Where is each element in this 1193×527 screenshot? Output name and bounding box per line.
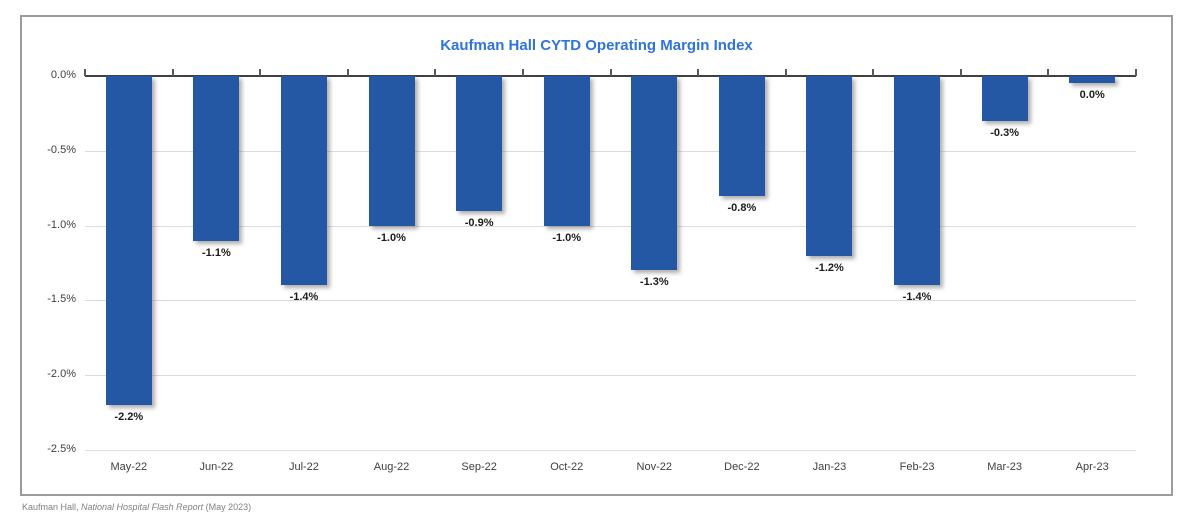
- data-label-nov-22: -1.3%: [639, 276, 669, 289]
- x-axis-label-nov-22: Nov-22: [636, 461, 673, 473]
- gridline: [85, 225, 1136, 227]
- x-axis-label-feb-23: Feb-23: [899, 461, 935, 473]
- chart-title: Kaufman Hall CYTD Operating Margin Index: [440, 37, 753, 54]
- x-axis-tick: [172, 69, 174, 76]
- y-axis-tick-label: 0.0%: [50, 69, 76, 81]
- y-axis-tick-label: -0.5%: [47, 143, 76, 156]
- x-axis-label-apr-23: Apr-23: [1075, 461, 1109, 473]
- x-axis-tick: [872, 69, 874, 76]
- data-label-jan-23: -1.2%: [815, 261, 844, 274]
- x-axis-label-jul-22: Jul-22: [288, 461, 319, 473]
- bar-nov-22: [631, 76, 678, 271]
- gridline: [85, 375, 1136, 377]
- x-axis-label-oct-22: Oct-22: [550, 461, 584, 473]
- x-axis-tick: [84, 69, 86, 76]
- x-axis-label-may-22: May-22: [110, 461, 148, 473]
- data-label-apr-23: 0.0%: [1079, 89, 1105, 101]
- bar-jul-22: [280, 76, 327, 286]
- bar-feb-23: [894, 76, 941, 286]
- data-label-mar-23: -0.3%: [990, 126, 1019, 139]
- bar-sep-22: [456, 76, 503, 211]
- data-label-sep-22: -0.9%: [464, 216, 494, 229]
- bar-mar-23: [981, 76, 1028, 121]
- x-axis-label-mar-23: Mar-23: [987, 461, 1023, 473]
- x-axis-tick: [610, 69, 612, 76]
- x-axis-tick: [1135, 69, 1137, 76]
- chart-frame: Kaufman Hall CYTD Operating Margin Index…: [20, 15, 1173, 496]
- y-axis-tick-label: -1.0%: [47, 218, 76, 231]
- zero-axis-line: [85, 75, 1136, 77]
- x-axis-label-jan-23: Jan-23: [812, 461, 847, 473]
- y-axis-tick-label: -2.0%: [47, 368, 76, 381]
- data-label-may-22: -2.2%: [114, 411, 144, 424]
- bar-jun-22: [193, 76, 240, 241]
- x-axis-tick: [960, 69, 962, 76]
- bar-dec-22: [718, 76, 765, 196]
- x-axis-tick: [347, 69, 349, 76]
- x-axis-tick: [434, 69, 436, 76]
- x-axis-tick: [785, 69, 787, 76]
- y-axis-tick-label: -1.5%: [47, 293, 76, 306]
- x-axis-label-aug-22: Aug-22: [373, 461, 410, 473]
- x-axis-tick: [1047, 69, 1049, 76]
- plot-area: -2.2% May-22 -1.1% Jun-22 -1.4% Jul-22 -1.0% Au…: [84, 69, 1137, 473]
- bar-apr-23: [1069, 76, 1116, 83]
- data-label-oct-22: -1.0%: [552, 231, 582, 244]
- bar-oct-22: [543, 76, 590, 226]
- x-axis-label-sep-22: Sep-22: [461, 461, 497, 473]
- gridline: [85, 300, 1136, 302]
- source-citation: Kaufman Hall, National Hospital Flash Re…: [22, 502, 251, 512]
- bar-jan-23: [806, 76, 853, 256]
- gridline: [85, 150, 1136, 152]
- x-axis-label-dec-22: Dec-22: [724, 461, 760, 473]
- data-label-jul-22: -1.4%: [289, 291, 319, 304]
- source-suffix: (May 2023): [203, 502, 252, 512]
- data-label-feb-23: -1.4%: [902, 291, 932, 304]
- gridline: [85, 450, 1136, 451]
- data-label-jun-22: -1.1%: [201, 246, 231, 259]
- bar-may-22: [105, 76, 152, 406]
- y-axis-tick-label: -2.5%: [47, 443, 76, 455]
- x-axis-tick: [697, 69, 699, 76]
- source-report-name: National Hospital Flash Report: [81, 502, 204, 512]
- x-axis-label-jun-22: Jun-22: [199, 461, 234, 473]
- source-prefix: Kaufman Hall,: [22, 502, 82, 512]
- x-axis-tick: [259, 69, 261, 76]
- x-axis-tick: [522, 69, 524, 76]
- data-label-aug-22: -1.0%: [377, 231, 406, 244]
- bar-aug-22: [368, 76, 415, 226]
- data-label-dec-22: -0.8%: [727, 201, 757, 214]
